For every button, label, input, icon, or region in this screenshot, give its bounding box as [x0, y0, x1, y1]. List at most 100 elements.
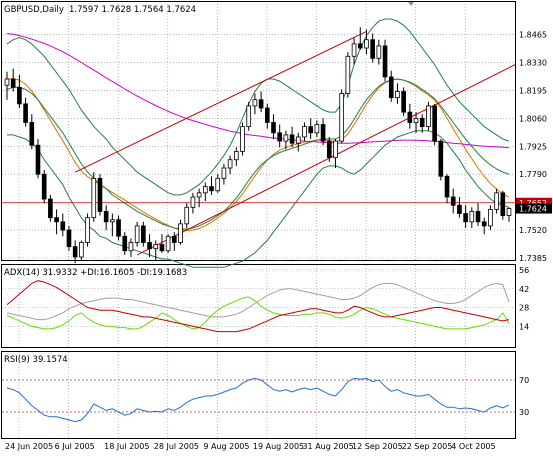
current-price-label: 1.7624	[519, 205, 547, 214]
candle-bull	[227, 159, 233, 169]
candle-bear	[60, 221, 66, 231]
candle-bull	[283, 134, 289, 142]
candle-bear	[10, 78, 16, 88]
candle-bull	[4, 78, 10, 86]
candle-bear	[35, 144, 41, 175]
candle-bear	[147, 242, 152, 250]
marker-price-label: 1.7652	[519, 199, 547, 208]
candle-bear	[432, 105, 437, 142]
channel-lower	[136, 64, 516, 256]
candle-bear	[159, 244, 165, 252]
candle-bear	[264, 107, 270, 123]
candle-bull	[128, 242, 134, 252]
rsi-panel	[1, 351, 516, 439]
date-axis-tick: 22 Sep 2005	[402, 442, 453, 451]
candle-bull	[196, 192, 202, 198]
candle-bear	[419, 117, 425, 128]
bollinger-middle	[6, 78, 510, 230]
candle-bull	[215, 177, 221, 192]
candle-bull	[221, 167, 227, 179]
candle-bear	[370, 39, 375, 59]
candle-bear	[48, 198, 53, 219]
price-axis-tick: 1.7520	[519, 226, 547, 235]
price-axis-tick: 1.8060	[519, 114, 547, 123]
candle-bear	[457, 204, 462, 214]
candle-bear	[41, 173, 47, 200]
candle-bear	[97, 177, 103, 212]
candle-bear	[481, 221, 487, 227]
adx-axis-tick: 28	[519, 304, 529, 313]
candle-bear	[500, 192, 506, 216]
bollinger-upper	[6, 18, 510, 196]
price-axis-tick: 1.7385	[519, 254, 547, 263]
candle-bull	[184, 206, 190, 225]
price-panel	[1, 1, 516, 261]
candle-bull	[302, 126, 307, 138]
candle-bull	[339, 93, 344, 142]
moving-average-orange	[6, 78, 510, 232]
candle-bull	[110, 219, 115, 223]
candle-bull	[79, 242, 84, 258]
candle-bull	[494, 192, 499, 210]
candle-bull	[426, 105, 431, 128]
adx-axis-tick: 56	[519, 266, 529, 275]
adx-axis-tick: 14	[519, 322, 529, 331]
candle-bull	[295, 136, 301, 144]
candle-bull	[240, 126, 245, 152]
candle-bear	[444, 175, 450, 198]
adx-panel-title: ADX(14) 31.9332 +DI:16.1605 -DI:19.1683	[4, 268, 187, 278]
candle-bull	[153, 244, 159, 250]
candle-bear	[271, 122, 276, 134]
candle-bull	[246, 105, 252, 128]
candle-bear	[450, 196, 456, 206]
candle-bear	[357, 43, 363, 49]
candle-bear	[475, 211, 481, 223]
date-axis-tick: 24 Jun 2005	[5, 442, 53, 451]
price-panel-title: GBPUSD,Daily	[4, 5, 64, 15]
candle-bear	[289, 134, 295, 144]
candle-bear	[388, 76, 394, 99]
candle-bear	[320, 124, 326, 142]
candle-bull	[333, 140, 338, 159]
candle-bull	[91, 177, 97, 219]
candle-bull	[134, 225, 140, 243]
candle-bear	[407, 111, 413, 123]
candle-bear	[438, 140, 444, 177]
candle-bull	[165, 235, 171, 252]
candle-bull	[506, 208, 512, 216]
price-axis-tick: 1.7790	[519, 170, 547, 179]
candle-bear	[209, 186, 214, 192]
price-ohlc-readout: 1.7597 1.7628 1.7564 1.7624	[69, 5, 196, 15]
rsi-series-line	[6, 377, 510, 423]
price-axis-tick: 1.8330	[519, 58, 547, 67]
rsi-axis-tick: 70	[519, 376, 529, 385]
marker-price-tag	[516, 197, 552, 208]
price-axis-tick: 1.7925	[519, 142, 547, 151]
candle-bear	[122, 235, 128, 252]
candle-bull	[190, 196, 196, 208]
bollinger-lower	[7, 130, 510, 268]
candle-bear	[116, 219, 121, 237]
candle-bull	[469, 211, 475, 223]
candle-bear	[258, 99, 264, 109]
candle-bull	[413, 117, 419, 123]
candle-bull	[364, 39, 369, 49]
candle-bull	[376, 45, 382, 59]
candle-bull	[351, 43, 357, 57]
date-axis-tick: 4 Oct 2005	[451, 442, 495, 451]
candle-bear	[17, 86, 22, 105]
candle-bear	[29, 122, 35, 146]
date-axis-tick: 28 Jul 2005	[154, 442, 199, 451]
candle-bull	[345, 55, 351, 94]
candle-bear	[382, 45, 388, 78]
date-axis-tick: 31 Aug 2005	[302, 442, 353, 451]
channel-upper	[74, 30, 367, 173]
candle-bear	[141, 225, 146, 243]
candle-bull	[488, 208, 493, 227]
date-axis-tick: 6 Jul 2005	[55, 442, 95, 451]
candle-bear	[463, 213, 468, 223]
candle-bull	[202, 186, 208, 194]
candle-bear	[23, 103, 28, 123]
